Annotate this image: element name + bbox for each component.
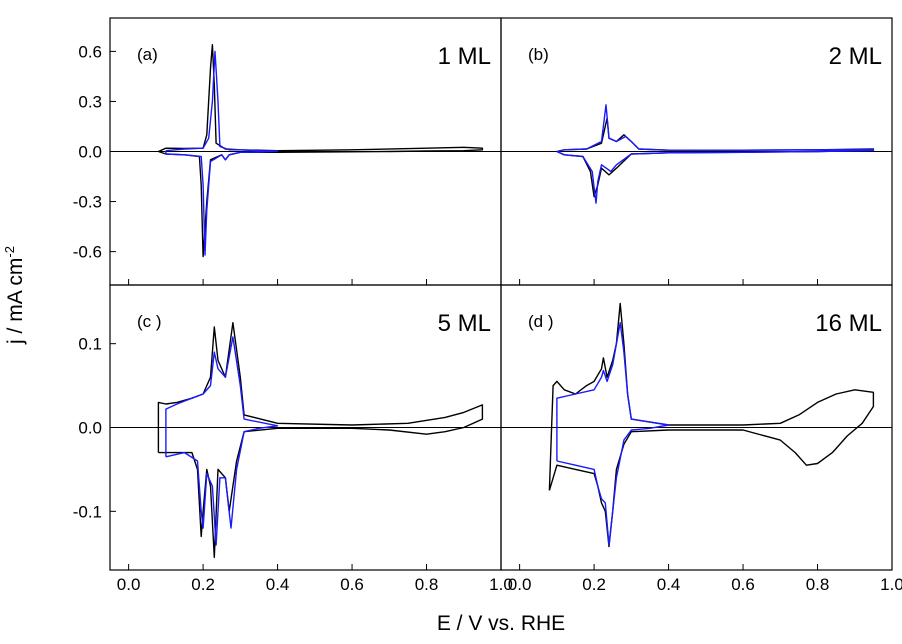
series-line-black [157,322,484,559]
series-line-blue [165,336,279,546]
y-axis-title-text: j / mA cm [4,258,27,345]
panel-title-label: 5 ML [438,310,491,337]
series-line-black [548,302,875,548]
series-line-blue [556,104,875,204]
x-tick-label: 0.0 [117,575,141,594]
series-line-black [158,44,484,258]
chart-panel-0: 0.6 0.3 0.0 -0.3 -0.6 (a) 1 ML [73,17,502,286]
series-line-blue [556,322,670,546]
chart-panel-3: 0.0 0.2 0.4 0.6 0.8 1.0 (d ) 16 ML [500,284,902,594]
plot-frame [500,284,893,571]
x-tick-label: 0.4 [266,575,290,594]
y-tick-label: -0.6 [73,243,102,262]
series-line-blue [165,50,279,256]
y-tick-label: -0.3 [73,193,102,212]
panel-title-label: 16 ML [815,310,882,337]
panel-letter-label: (b) [528,45,549,64]
x-tick-label: 0.2 [191,575,215,594]
x-tick-label: 1.0 [489,575,513,594]
series-line-black [556,117,875,198]
panel-title-label: 2 ML [829,43,882,70]
y-axis-title-superscript: -2 [2,246,17,258]
x-tick-label: 0.0 [508,575,532,594]
x-tick-label: 0.8 [806,575,830,594]
y-tick-label: 0.3 [78,92,102,111]
y-tick-label: 0.0 [78,419,102,438]
y-axis-title: j / mA cm-2 [2,246,27,345]
panels-layer: 0.6 0.3 0.0 -0.3 -0.6 (a) 1 ML (b) 2 ML 0.1 0.0 -0.… [73,17,902,594]
x-tick-label: 1.0 [880,575,902,594]
y-tick-label: 0.0 [78,143,102,162]
panel-letter-label: (a) [137,45,158,64]
y-tick-label: 0.1 [78,335,102,354]
x-tick-label: 0.4 [657,575,681,594]
x-tick-label: 0.6 [340,575,364,594]
y-tick-label: -0.1 [73,502,102,521]
panel-title-label: 1 ML [438,43,491,70]
chart-panel-1: (b) 2 ML [500,17,893,286]
x-axis-title: E / V vs. RHE [437,612,565,635]
panel-letter-label: (c ) [137,312,162,331]
y-tick-label: 0.6 [78,42,102,61]
chart-panel-2: 0.1 0.0 -0.1 0.0 0.2 0.4 0.6 0.8 1.0 (c ) 5 ML [73,284,513,594]
x-tick-label: 0.6 [731,575,755,594]
x-tick-label: 0.8 [415,575,439,594]
panel-letter-label: (d ) [528,312,554,331]
x-tick-label: 0.2 [582,575,606,594]
